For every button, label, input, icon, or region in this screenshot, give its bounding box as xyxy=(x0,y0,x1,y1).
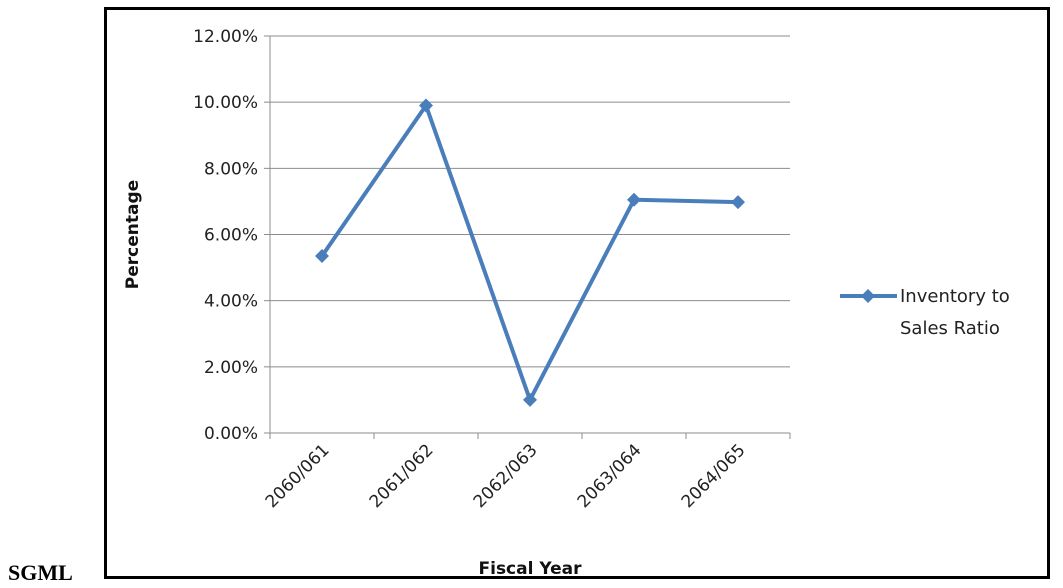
y-tick-label: 0.00% xyxy=(204,424,258,444)
x-axis-title: Fiscal Year xyxy=(479,559,583,579)
x-tick-label: 2061/062 xyxy=(366,440,438,512)
data-point xyxy=(419,98,433,113)
data-point xyxy=(315,249,329,264)
y-tick-label: 6.00% xyxy=(204,226,258,246)
legend-label: Sales Ratio xyxy=(900,318,1000,339)
data-point xyxy=(523,392,537,407)
y-tick-label: 8.00% xyxy=(204,159,258,179)
x-tick-label: 2060/061 xyxy=(262,440,334,512)
data-point xyxy=(731,195,745,210)
y-tick-label: 10.00% xyxy=(193,93,258,113)
x-tick-label: 2064/065 xyxy=(678,440,750,512)
y-tick-label: 12.00% xyxy=(193,27,258,47)
data-point xyxy=(627,192,641,207)
legend-marker xyxy=(861,289,875,303)
y-tick-label: 4.00% xyxy=(204,292,258,312)
y-axis-title: Percentage xyxy=(123,180,143,289)
y-tick-label: 2.00% xyxy=(204,358,258,378)
x-tick-label: 2062/063 xyxy=(470,440,542,512)
legend-label: Inventory to xyxy=(900,286,1010,307)
x-tick-label: 2063/064 xyxy=(574,440,646,512)
series-line xyxy=(320,103,739,402)
side-label: SGML xyxy=(8,560,73,585)
